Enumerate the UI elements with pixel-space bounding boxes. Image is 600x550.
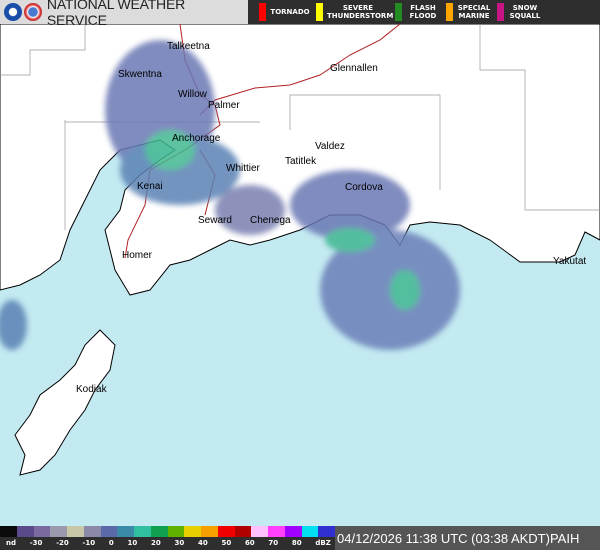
town-label: Anchorage	[172, 133, 221, 144]
scale-tick: 50	[221, 539, 232, 547]
scale-swatch	[184, 526, 201, 537]
scale-swatch	[234, 526, 252, 537]
warning-label: SNOW SQUALL	[509, 4, 541, 20]
warning-item: SPECIAL MARINE	[446, 3, 491, 21]
warning-label: TORNADO	[270, 8, 310, 16]
scale-tick: 0	[108, 539, 114, 547]
warning-legend: TORNADO SEVERE THUNDERSTORM FLASH FLOOD SPE…	[248, 0, 600, 24]
scale-tick: 80	[291, 539, 302, 547]
town-label: Homer	[122, 250, 153, 261]
town-label: Palmer	[208, 100, 240, 111]
scale-swatch	[167, 526, 185, 537]
scale-swatch	[100, 526, 118, 537]
town-label: Seward	[198, 215, 232, 226]
scale-tick: -30	[29, 539, 43, 547]
scale-swatch	[201, 526, 218, 537]
scale-tick: 60	[244, 539, 255, 547]
town-label: Skwentna	[118, 69, 162, 80]
reflectivity-scale: nd -30 -20 -10 0 10 20 30 40 50 60 70 80 dBZ	[0, 526, 335, 550]
radar-echoes	[0, 40, 460, 350]
warning-swatch	[259, 3, 266, 21]
scale-swatch	[217, 526, 235, 537]
warning-swatch	[497, 3, 504, 21]
scale-tick: 70	[268, 539, 279, 547]
town-label: Glennallen	[330, 63, 378, 74]
warning-item: SEVERE THUNDERSTORM	[316, 3, 394, 21]
scale-swatch	[318, 526, 335, 537]
scale-tick: -20	[56, 539, 69, 547]
town-label: Chenega	[250, 215, 291, 226]
scale-swatch	[33, 526, 51, 537]
warning-swatch	[395, 3, 402, 21]
town-label: Valdez	[315, 141, 345, 152]
scale-tick: nd	[6, 539, 16, 547]
warning-item: SNOW SQUALL	[497, 3, 542, 21]
scale-swatch	[83, 526, 101, 537]
header: NATIONAL WEATHER SERVICE TORNADO SEVERE T…	[0, 0, 600, 28]
town-label: Kenai	[137, 181, 163, 192]
warning-label: FLASH FLOOD	[409, 4, 437, 20]
scale-tick: -10	[82, 539, 96, 547]
scale-swatch	[67, 526, 84, 537]
town-label: Kodiak	[76, 384, 108, 395]
scale-tick: 20	[151, 539, 161, 547]
town-label: Talkeetna	[167, 41, 210, 52]
scale-tick: dBZ	[315, 539, 331, 547]
warning-item: TORNADO	[259, 3, 310, 21]
warning-swatch	[446, 3, 453, 21]
town-label: Willow	[178, 89, 208, 100]
scale-tick: 40	[197, 539, 208, 547]
timestamp: 04/12/2026 11:38 UTC (03:38 AKDT) PAIH	[335, 526, 600, 550]
borough-lines	[0, 24, 600, 230]
timestamp-text: 04/12/2026 11:38 UTC (03:38 AKDT)	[337, 530, 550, 546]
nws-logo	[23, 3, 42, 21]
scale-swatch	[134, 526, 151, 537]
scale-swatch	[301, 526, 319, 537]
scale-swatch	[117, 526, 134, 537]
scale-tick: 30	[174, 539, 185, 547]
scale-swatch	[268, 526, 285, 537]
town-label: Tatitlek	[285, 156, 317, 167]
town-label: Cordova	[345, 182, 383, 193]
town-labels: Talkeetna Skwentna Willow Palmer Glennal…	[76, 41, 586, 395]
scale-swatch	[0, 526, 17, 537]
station-id: PAIH	[549, 530, 580, 546]
town-label: Yakutat	[553, 256, 586, 267]
warning-swatch	[316, 3, 323, 21]
warning-label: SEVERE THUNDERSTORM	[327, 4, 394, 20]
warning-label: SPECIAL MARINE	[457, 4, 491, 20]
scale-tick: 10	[127, 539, 138, 547]
town-label: Whittier	[226, 163, 261, 174]
land-kodiak-island	[14, 329, 116, 476]
warning-item: FLASH FLOOD	[395, 3, 440, 21]
noaa-logo	[4, 3, 22, 21]
scale-swatch	[251, 526, 268, 537]
scale-swatch	[284, 526, 302, 537]
scale-swatch	[150, 526, 168, 537]
site-title: NATIONAL WEATHER SERVICE	[46, 0, 186, 28]
scale-swatch	[50, 526, 67, 537]
footer: nd -30 -20 -10 0 10 20 30 40 50 60 70 80 dBZ 04/12/20…	[0, 526, 600, 550]
scale-swatch	[16, 526, 34, 537]
